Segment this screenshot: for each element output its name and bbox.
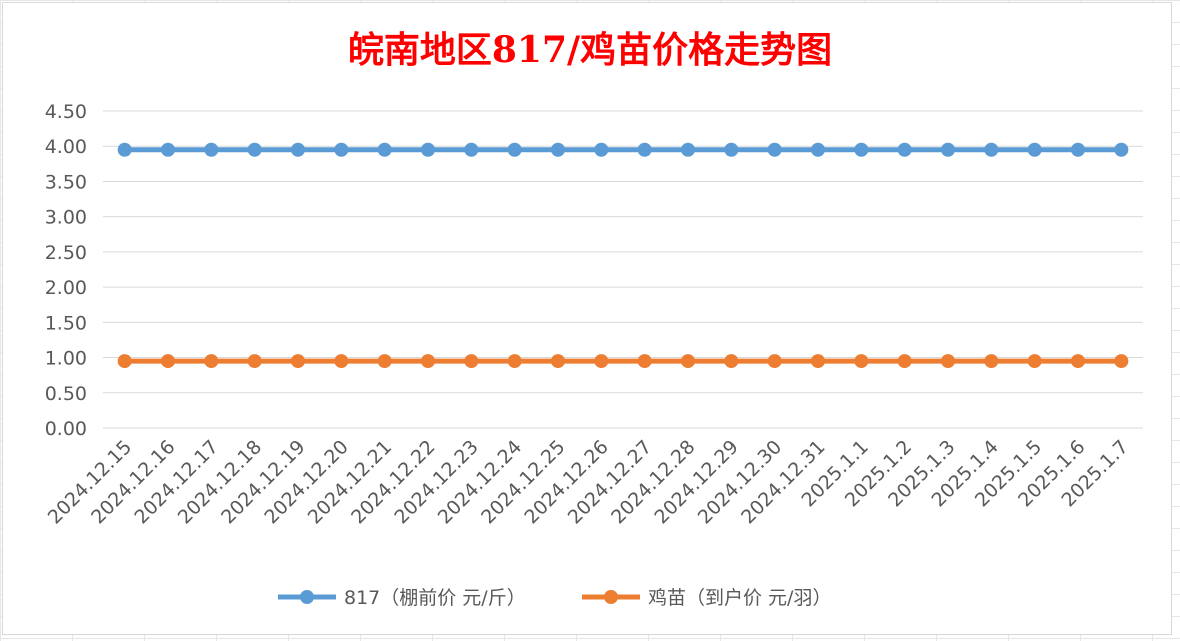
data-point: [247, 354, 262, 369]
data-point: [464, 142, 479, 157]
data-point: [811, 354, 825, 369]
data-point: [637, 354, 652, 369]
chart-title: 皖南地区817/鸡苗价格走势图: [348, 29, 832, 71]
data-point: [204, 142, 219, 157]
data-point: [161, 354, 175, 369]
data-point: [1071, 354, 1085, 369]
y-tick-label: 1.00: [45, 348, 87, 370]
data-point: [291, 354, 305, 369]
data-point: [941, 354, 955, 369]
data-point: [724, 142, 739, 157]
y-tick-label: 0.50: [45, 383, 87, 405]
data-point: [334, 354, 349, 369]
series-1: [117, 142, 1129, 157]
data-point: [291, 142, 305, 157]
data-point: [897, 354, 912, 369]
data-point: [1114, 142, 1129, 157]
data-point: [941, 142, 955, 157]
data-point: [854, 142, 869, 157]
data-point: [984, 354, 999, 369]
legend: 817（棚前价 元/斤） 鸡苗（到户价 元/羽）: [278, 587, 831, 609]
legend-item-2: 鸡苗（到户价 元/羽）: [582, 587, 831, 609]
y-tick-label: 3.50: [45, 171, 87, 193]
y-tick-label: 0.00: [45, 418, 87, 440]
legend-label: 817（棚前价 元/斤）: [344, 587, 526, 609]
data-point: [464, 354, 479, 369]
data-point: [551, 142, 565, 157]
legend-marker: [300, 590, 314, 604]
data-point: [334, 142, 349, 157]
data-point: [1027, 354, 1042, 369]
legend-label: 鸡苗（到户价 元/羽）: [648, 587, 831, 609]
data-point: [421, 354, 435, 369]
data-point: [1114, 354, 1129, 369]
y-tick-label: 4.00: [45, 136, 87, 158]
data-point: [681, 142, 695, 157]
data-point: [897, 142, 912, 157]
x-axis: 2024.12.152024.12.162024.12.172024.12.18…: [44, 436, 1133, 528]
chart-area[interactable]: [2, 2, 1172, 635]
data-point: [1027, 142, 1042, 157]
y-tick-label: 2.50: [45, 242, 87, 264]
data-point: [377, 142, 392, 157]
data-point: [507, 354, 522, 369]
data-point: [421, 142, 435, 157]
data-point: [377, 354, 392, 369]
data-point: [637, 142, 652, 157]
y-tick-label: 1.50: [45, 312, 87, 334]
y-tick-label: 3.00: [45, 207, 87, 229]
legend-marker: [604, 590, 618, 604]
data-point: [767, 142, 782, 157]
data-point: [854, 354, 869, 369]
legend-item-1: 817（棚前价 元/斤）: [278, 587, 526, 609]
series-2: [117, 354, 1129, 369]
data-point: [681, 354, 695, 369]
data-point: [724, 354, 739, 369]
data-point: [117, 354, 132, 369]
data-point: [247, 142, 262, 157]
data-point: [594, 142, 609, 157]
data-point: [767, 354, 782, 369]
data-point: [161, 142, 175, 157]
gridlines: [103, 110, 1143, 429]
data-point: [507, 142, 522, 157]
data-point: [594, 354, 609, 369]
data-point: [551, 354, 565, 369]
data-point: [811, 142, 825, 157]
data-point: [117, 142, 132, 157]
y-axis: 0.00 0.50 1.00 1.50 2.00 2.50 3.00 3.50 4.00 4.50: [45, 101, 87, 440]
y-tick-label: 2.00: [45, 277, 87, 299]
data-point: [204, 354, 219, 369]
data-point: [1071, 142, 1085, 157]
data-point: [984, 142, 999, 157]
series-layer: [117, 142, 1129, 369]
y-tick-label: 4.50: [45, 101, 87, 123]
